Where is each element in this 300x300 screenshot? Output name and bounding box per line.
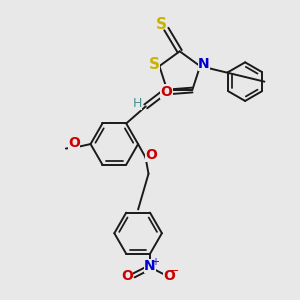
Text: S: S (155, 17, 167, 32)
Text: H: H (133, 97, 142, 110)
Text: O: O (163, 268, 175, 283)
Text: N: N (198, 57, 209, 71)
Text: +: + (151, 257, 159, 267)
Text: O: O (160, 85, 172, 98)
Text: O: O (68, 136, 80, 150)
Text: N: N (144, 259, 156, 273)
Text: O: O (145, 148, 157, 162)
Text: −: − (170, 266, 179, 276)
Text: S: S (148, 57, 160, 72)
Text: O: O (121, 268, 133, 283)
